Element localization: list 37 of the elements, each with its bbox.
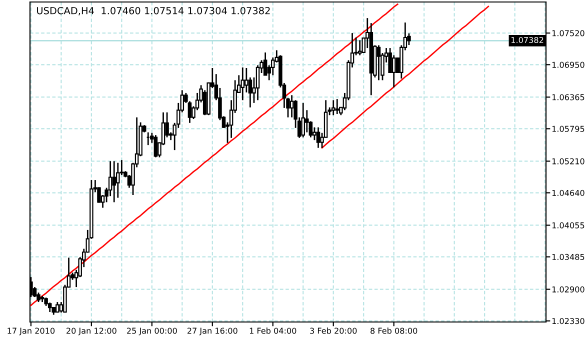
candlestick	[301, 102, 305, 138]
candlestick	[263, 52, 268, 76]
y-tick-label: 1.02330	[552, 318, 584, 324]
candlestick	[358, 40, 362, 56]
x-tick-label: 1 Feb 04:00	[250, 328, 296, 334]
y-tick-label: 1.06365	[552, 94, 584, 100]
candlestick	[240, 66, 245, 101]
candlestick	[116, 162, 120, 198]
candlestick	[331, 99, 336, 116]
candlestick	[112, 160, 116, 203]
line-series	[30, 4, 398, 306]
candlestick	[316, 126, 320, 149]
x-tick-label: 27 Jan 16:00	[187, 328, 238, 336]
y-tick-label: 1.05795	[552, 126, 584, 132]
y-tick-label: 1.02900	[552, 286, 584, 292]
chart-title: USDCAD,H4 1.07460 1.07514 1.07304 1.07382	[37, 6, 270, 16]
candlestick	[392, 54, 396, 88]
candlestick	[154, 134, 158, 158]
candlestick	[305, 109, 309, 134]
candlestick	[376, 44, 381, 81]
candlestick	[48, 302, 52, 313]
x-tick-label: 17 Jan 2010	[8, 328, 55, 336]
y-tick-label: 1.07520	[552, 30, 584, 36]
x-tick-label: 20 Jan 12:00	[66, 328, 116, 336]
y-tick-label: 1.04055	[552, 222, 584, 228]
candlestick	[290, 94, 294, 118]
x-tick-label: 3 Feb 20:00	[310, 328, 357, 334]
y-tick-label: 1.03485	[552, 254, 584, 260]
y-tick-label: 1.04640	[552, 190, 584, 196]
x-tick-label: 25 Jan 00:00	[127, 328, 177, 336]
line-series	[321, 6, 490, 149]
x-tick-label: 8 Feb 08:00	[370, 328, 418, 334]
y-tick-label: 1.05210	[552, 158, 584, 164]
y-tick-label: 1.06950	[552, 62, 584, 68]
ref-line-label: 1.07382	[512, 36, 544, 44]
candlestick	[244, 67, 248, 94]
candlestick	[335, 98, 340, 115]
